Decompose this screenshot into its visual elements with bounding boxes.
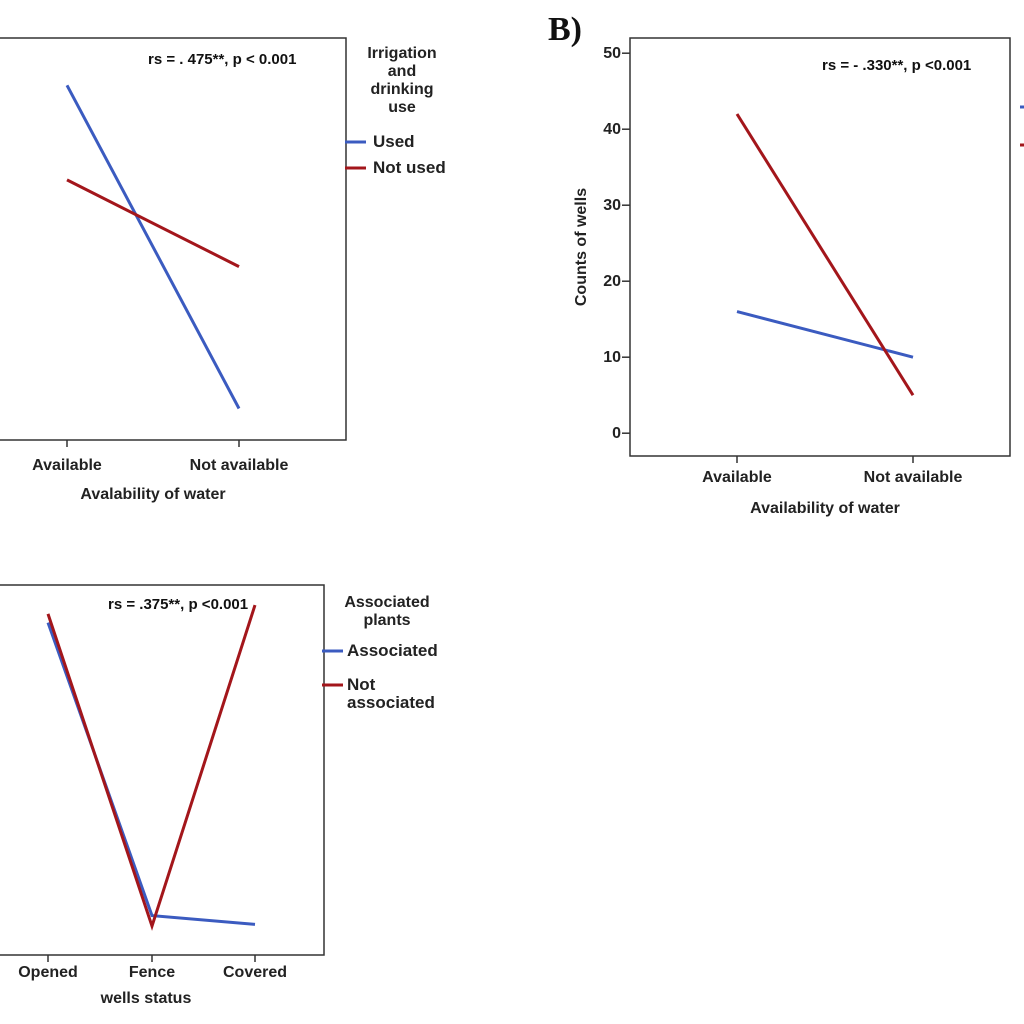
legend-item-label: Not [347, 675, 376, 694]
x-axis-label: wells status [100, 990, 192, 1007]
legend-item-label: associated [347, 693, 435, 712]
legend-title: and [388, 63, 416, 80]
x-axis-label: Avalability of water [80, 486, 225, 503]
series-line-2 [735, 113, 915, 396]
legend-remnant [1020, 105, 1024, 147]
x-tick-label: Fence [129, 964, 175, 981]
x-tick-label: Not available [864, 469, 963, 486]
x-tick-label: Opened [18, 964, 78, 981]
legend-title: drinking [370, 81, 433, 98]
y-tick-label: 50 [603, 45, 621, 62]
y-axis-label: Counts of wells [573, 188, 590, 306]
legend-title: plants [363, 612, 410, 629]
correlation-annotation: rs = - .330**, p <0.001 [822, 57, 971, 74]
y-tick-label: 0 [612, 425, 621, 442]
legend-title: Irrigation [367, 45, 436, 62]
legend-title: Associated [344, 594, 429, 611]
legend-item-label: Used [373, 132, 415, 151]
correlation-annotation: rs = . 475**, p < 0.001 [148, 51, 296, 68]
chart-panel-1: Available Not available Avalability of wat… [0, 37, 446, 503]
panel-label: B) [548, 11, 582, 48]
x-tick-label: Available [32, 457, 102, 474]
legend-item-label: Not used [373, 158, 446, 177]
plot-frame [0, 37, 347, 441]
chart-panel-2: B) 0 10 20 30 40 50 Counts of wells Available Not… [548, 11, 1011, 517]
y-tick-label: 30 [603, 197, 621, 214]
legend-title: use [388, 99, 416, 116]
x-tick-label: Available [702, 469, 772, 486]
x-tick-label: Not available [190, 457, 289, 474]
correlation-annotation: rs = .375**, p <0.001 [108, 596, 248, 613]
y-tick-label: 40 [603, 121, 621, 138]
series-line-1 [65, 84, 241, 410]
series-line-2 [46, 604, 257, 931]
legend-item-label: Associated [347, 641, 438, 660]
x-axis-label: Availability of water [750, 500, 900, 517]
series-line-2 [66, 178, 240, 268]
y-tick-label: 10 [603, 349, 621, 366]
y-tick-label: 20 [603, 273, 621, 290]
chart-panel-3: Opened Fence Covered wells status rs = .375*… [0, 584, 438, 1007]
x-tick-label: Covered [223, 964, 287, 981]
